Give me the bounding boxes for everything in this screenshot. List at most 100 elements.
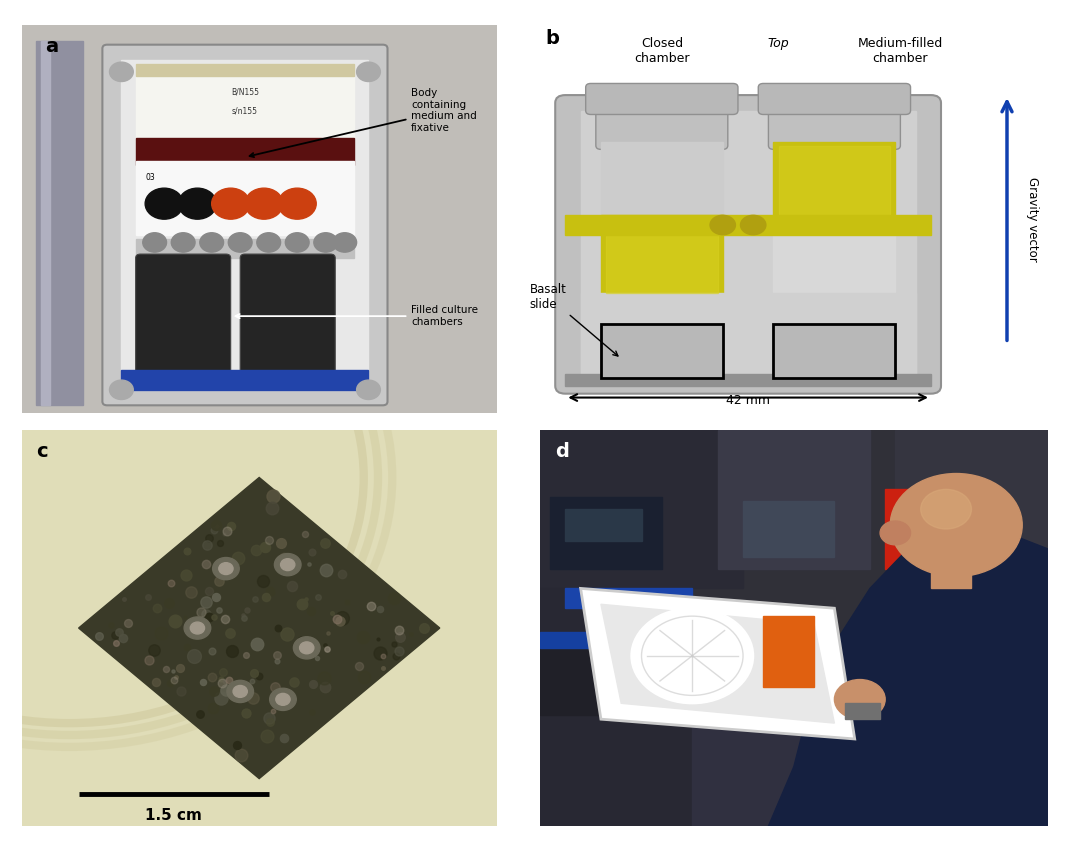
FancyBboxPatch shape: [769, 99, 901, 149]
Text: Basalt
slide: Basalt slide: [530, 282, 618, 356]
Bar: [886, 628, 987, 747]
Text: a: a: [45, 37, 58, 56]
Circle shape: [890, 474, 1022, 577]
FancyBboxPatch shape: [555, 95, 941, 394]
Text: Medium-filled
chamber: Medium-filled chamber: [858, 37, 943, 65]
Circle shape: [213, 557, 240, 580]
Bar: [845, 703, 880, 719]
Circle shape: [145, 188, 184, 219]
Bar: [606, 223, 718, 293]
Text: 42 mm: 42 mm: [726, 395, 770, 407]
Bar: [773, 324, 895, 379]
Text: Body
containing
medium and
fixative: Body containing medium and fixative: [249, 89, 477, 157]
Bar: [41, 40, 50, 405]
Circle shape: [184, 617, 211, 639]
Polygon shape: [79, 477, 440, 779]
Circle shape: [245, 188, 283, 219]
Circle shape: [279, 188, 316, 219]
Circle shape: [109, 62, 133, 82]
Bar: [692, 668, 870, 826]
Text: Top: Top: [768, 37, 789, 50]
Bar: [136, 137, 354, 165]
Circle shape: [741, 215, 766, 234]
Bar: [540, 430, 743, 588]
Polygon shape: [581, 588, 854, 739]
Circle shape: [710, 215, 735, 234]
Text: Filled culture
chambers: Filled culture chambers: [235, 305, 478, 327]
Bar: [886, 489, 987, 568]
Circle shape: [172, 233, 195, 252]
Bar: [121, 370, 368, 389]
FancyBboxPatch shape: [596, 99, 728, 149]
Bar: [540, 644, 621, 715]
Bar: [136, 161, 354, 234]
Bar: [717, 430, 870, 568]
Bar: [905, 509, 982, 549]
Circle shape: [880, 521, 910, 545]
Circle shape: [143, 233, 166, 252]
Text: b: b: [545, 30, 559, 48]
Circle shape: [274, 554, 301, 576]
Bar: [36, 40, 83, 405]
Text: B/N155: B/N155: [231, 88, 259, 96]
Bar: [136, 64, 354, 142]
Circle shape: [270, 688, 296, 711]
Bar: [870, 609, 1048, 826]
Bar: [895, 430, 1048, 609]
Bar: [540, 632, 632, 647]
Bar: [581, 293, 916, 379]
Circle shape: [920, 489, 972, 529]
Circle shape: [356, 62, 380, 82]
Bar: [600, 219, 723, 297]
Circle shape: [281, 559, 295, 571]
Bar: [764, 616, 814, 688]
Circle shape: [109, 380, 133, 400]
FancyBboxPatch shape: [136, 254, 231, 382]
Text: Gravity vector: Gravity vector: [1026, 177, 1039, 261]
Circle shape: [257, 233, 281, 252]
Text: d: d: [555, 442, 569, 461]
Text: s/n155: s/n155: [232, 107, 258, 115]
Bar: [931, 533, 972, 588]
Circle shape: [285, 233, 309, 252]
Text: Closed
chamber: Closed chamber: [634, 37, 689, 65]
Circle shape: [314, 233, 338, 252]
Circle shape: [835, 679, 886, 719]
Bar: [566, 215, 931, 234]
Text: 1.5 cm: 1.5 cm: [145, 808, 202, 824]
Bar: [773, 324, 895, 379]
Bar: [581, 110, 916, 379]
Circle shape: [178, 188, 216, 219]
Bar: [779, 146, 890, 219]
Text: 03: 03: [145, 173, 154, 181]
Bar: [773, 219, 895, 297]
Bar: [773, 142, 895, 223]
Bar: [600, 324, 723, 379]
Circle shape: [294, 636, 320, 659]
FancyBboxPatch shape: [240, 254, 335, 382]
Bar: [600, 142, 723, 223]
FancyBboxPatch shape: [103, 45, 388, 405]
Polygon shape: [804, 628, 895, 715]
Circle shape: [333, 233, 356, 252]
Bar: [540, 588, 692, 826]
Circle shape: [190, 622, 204, 634]
Bar: [566, 509, 642, 541]
Text: c: c: [36, 442, 48, 461]
Circle shape: [227, 680, 254, 702]
Circle shape: [200, 233, 224, 252]
FancyBboxPatch shape: [585, 83, 738, 115]
Circle shape: [632, 609, 753, 703]
Circle shape: [356, 380, 380, 400]
Circle shape: [219, 562, 233, 575]
Bar: [566, 374, 931, 386]
Polygon shape: [600, 604, 835, 723]
Circle shape: [228, 233, 252, 252]
Bar: [550, 497, 662, 568]
Polygon shape: [769, 509, 1048, 826]
Circle shape: [212, 188, 249, 219]
Circle shape: [233, 685, 247, 697]
FancyBboxPatch shape: [758, 83, 910, 115]
Circle shape: [275, 694, 291, 706]
Bar: [136, 239, 354, 258]
